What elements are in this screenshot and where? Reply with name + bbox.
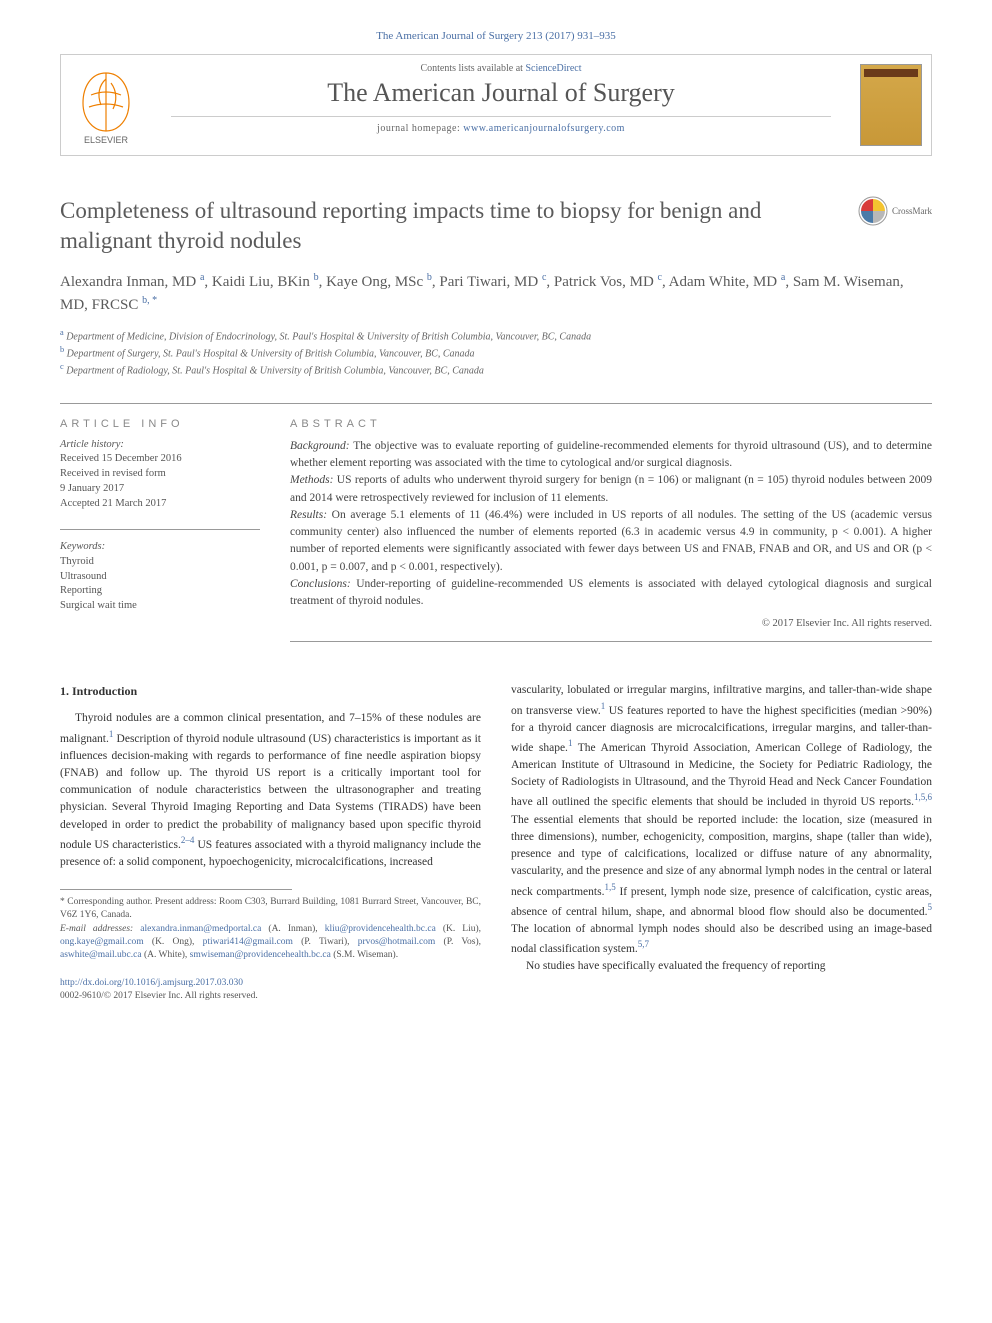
- keyword: Reporting: [60, 584, 260, 599]
- crossmark-badge[interactable]: CrossMark: [858, 196, 932, 226]
- section-heading: 1. Introduction: [60, 682, 481, 700]
- journal-name: The American Journal of Surgery: [151, 78, 851, 108]
- keywords-label: Keywords:: [60, 540, 260, 555]
- affiliations: a Department of Medicine, Division of En…: [60, 327, 932, 379]
- abstract-rule: [290, 641, 932, 642]
- history-line: Accepted 21 March 2017: [60, 497, 260, 512]
- body-col-left: 1. Introduction Thyroid nodules are a co…: [60, 682, 481, 1003]
- article-info-col: ARTICLE INFO Article history: Received 1…: [60, 403, 260, 643]
- footnotes: * Corresponding author. Present address:…: [60, 896, 481, 962]
- body-paragraph: Thyroid nodules are a common clinical pr…: [60, 710, 481, 871]
- elsevier-logo-cell: ELSEVIER: [61, 55, 151, 155]
- abstract-heading: ABSTRACT: [290, 418, 932, 430]
- keyword: Thyroid: [60, 555, 260, 570]
- corresponding-note: * Corresponding author. Present address:…: [60, 896, 481, 923]
- keywords-block: Keywords: ThyroidUltrasoundReportingSurg…: [60, 540, 260, 613]
- history-line: Received in revised form: [60, 467, 260, 482]
- contents-prefix: Contents lists available at: [420, 63, 525, 74]
- doi-block: http://dx.doi.org/10.1016/j.amjsurg.2017…: [60, 977, 481, 1004]
- title-row: Completeness of ultrasound reporting imp…: [60, 196, 932, 256]
- info-rule: [60, 529, 260, 530]
- homepage-line: journal homepage: www.americanjournalofs…: [171, 116, 831, 134]
- cover-thumb-cell: [851, 55, 931, 155]
- svg-text:ELSEVIER: ELSEVIER: [84, 135, 129, 145]
- homepage-link[interactable]: www.americanjournalofsurgery.com: [463, 123, 625, 134]
- footnote-rule: [60, 889, 292, 890]
- abstract-copyright: © 2017 Elsevier Inc. All rights reserved…: [290, 618, 932, 629]
- body-columns: 1. Introduction Thyroid nodules are a co…: [60, 682, 932, 1003]
- journal-header-box: ELSEVIER Contents lists available at Sci…: [60, 54, 932, 156]
- keyword: Ultrasound: [60, 570, 260, 585]
- history-label: Article history:: [60, 438, 260, 453]
- contents-line: Contents lists available at ScienceDirec…: [151, 63, 851, 74]
- crossmark-label: CrossMark: [892, 206, 932, 216]
- history-line: Received 15 December 2016: [60, 452, 260, 467]
- body-paragraph: vascularity, lobulated or irregular marg…: [511, 682, 932, 958]
- elsevier-logo-icon: ELSEVIER: [71, 65, 141, 145]
- history-line: 9 January 2017: [60, 482, 260, 497]
- email-label: E-mail addresses:: [60, 924, 133, 934]
- article-info-heading: ARTICLE INFO: [60, 418, 260, 430]
- body-paragraph: No studies have specifically evaluated t…: [511, 958, 932, 975]
- abstract-col: ABSTRACT Background: The objective was t…: [290, 403, 932, 643]
- citation-line: The American Journal of Surgery 213 (201…: [60, 30, 932, 42]
- abstract-text: Background: The objective was to evaluat…: [290, 438, 932, 611]
- article-title: Completeness of ultrasound reporting imp…: [60, 196, 858, 256]
- homepage-prefix: journal homepage:: [377, 123, 463, 134]
- body-col-right: vascularity, lobulated or irregular marg…: [511, 682, 932, 1003]
- keyword: Surgical wait time: [60, 599, 260, 614]
- issn-line: 0002-9610/© 2017 Elsevier Inc. All right…: [60, 991, 258, 1001]
- crossmark-icon: [858, 196, 888, 226]
- journal-cover-icon: [860, 64, 922, 146]
- article-history: Article history: Received 15 December 20…: [60, 438, 260, 511]
- sciencedirect-link[interactable]: ScienceDirect: [525, 63, 581, 74]
- doi-link[interactable]: http://dx.doi.org/10.1016/j.amjsurg.2017…: [60, 978, 243, 988]
- info-abstract-row: ARTICLE INFO Article history: Received 1…: [60, 403, 932, 643]
- header-center: Contents lists available at ScienceDirec…: [151, 55, 851, 155]
- authors-line: Alexandra Inman, MD a, Kaidi Liu, BKin b…: [60, 270, 932, 317]
- email-note: E-mail addresses: alexandra.inman@medpor…: [60, 923, 481, 963]
